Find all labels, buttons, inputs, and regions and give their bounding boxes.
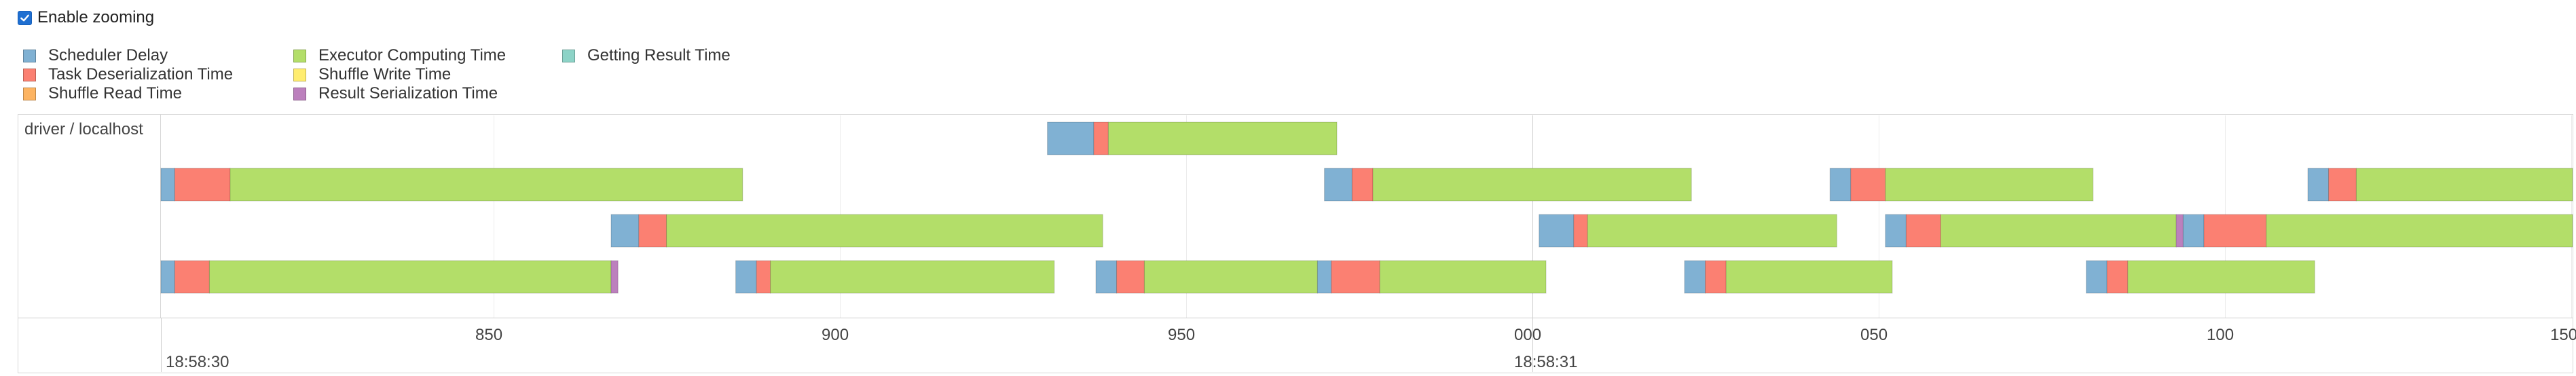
executor-computing-segment: [2266, 214, 2573, 248]
legend-label: Task Deserialization Time: [48, 65, 234, 83]
legend-item-shuffle-write-time: Shuffle Write Time: [293, 65, 451, 84]
timeline-group-label: driver / localhost: [24, 120, 143, 138]
legend-label: Shuffle Read Time: [48, 84, 183, 102]
task-bar[interactable]: [1095, 260, 1318, 294]
scheduler-delay-segment: [2086, 260, 2108, 294]
executor-computing-segment: [2127, 260, 2315, 294]
legend-item-getting-result-time: Getting Result Time: [562, 46, 731, 65]
scheduler-delay-segment: [1317, 260, 1332, 294]
legend-label: Shuffle Write Time: [318, 65, 452, 83]
legend-item-shuffle-read-time: Shuffle Read Time: [23, 84, 182, 103]
executor-computing-segment: [1587, 214, 1837, 248]
task-bar[interactable]: [735, 260, 1055, 294]
executor-computing-segment: [1940, 214, 2177, 248]
scheduler-delay-segment: [160, 260, 175, 294]
executor-computing-segment: [666, 214, 1103, 248]
axis-tick-label: 950: [1168, 326, 1196, 344]
executor-computing-segment: [208, 260, 612, 294]
task-bar[interactable]: [1047, 121, 1338, 155]
task-deserialization-segment: [174, 260, 210, 294]
task-bar[interactable]: [1885, 214, 2177, 248]
task-bar[interactable]: [1684, 260, 1893, 294]
legend-item-task-deserialization-time: Task Deserialization Time: [23, 65, 233, 84]
executor-computing-segment: [1885, 168, 2094, 202]
executor-computing-segment: [1372, 168, 1692, 202]
task-bar[interactable]: [2086, 260, 2315, 294]
task-deserialization-segment: [1351, 168, 1374, 202]
scheduler-delay-segment: [160, 168, 175, 202]
axis-time-label: 18:58:30: [166, 353, 229, 371]
task-deserialization-segment: [2203, 214, 2267, 248]
enable-zooming-toggle[interactable]: Enable zooming: [18, 8, 154, 27]
task-bar[interactable]: [1539, 214, 1837, 248]
checkmark-icon: [20, 14, 29, 21]
task-deserialization-segment: [756, 260, 771, 294]
axis-time-label: 18:58:31: [1514, 353, 1578, 371]
scheduler-delay-segment: [610, 214, 640, 248]
executor-computing-segment: [1107, 121, 1338, 155]
legend-label: Getting Result Time: [587, 46, 731, 64]
shuffle-read-swatch: [23, 87, 36, 100]
task-deserialization-segment: [1116, 260, 1145, 294]
result-serialization-segment: [610, 260, 619, 294]
task-deserialization-segment: [1573, 214, 1588, 248]
result-serialization-segment: [2175, 214, 2184, 248]
task-deserialization-segment: [2328, 168, 2357, 202]
task-bar[interactable]: [1829, 168, 2094, 202]
task-bar[interactable]: [160, 260, 619, 294]
legend-item-executor-computing-time: Executor Computing Time: [293, 46, 506, 65]
task-bar[interactable]: [2175, 214, 2573, 248]
scheduler-delay-swatch: [23, 49, 36, 62]
enable-zooming-label: Enable zooming: [37, 8, 155, 26]
task-deserialization-segment: [638, 214, 667, 248]
task-deserialization-segment: [1331, 260, 1380, 294]
shuffle-write-swatch: [293, 68, 306, 81]
scheduler-delay-segment: [1047, 121, 1094, 155]
axis-tick-label: 900: [822, 326, 849, 344]
scheduler-delay-segment: [2182, 214, 2205, 248]
task-deserialization-swatch: [23, 68, 36, 81]
scheduler-delay-segment: [1539, 214, 1575, 248]
getting-result-swatch: [562, 49, 575, 62]
enable-zooming-checkbox[interactable]: [18, 10, 32, 25]
task-deserialization-segment: [1093, 121, 1109, 155]
legend-label: Result Serialization Time: [318, 84, 498, 102]
task-bar[interactable]: [160, 168, 743, 202]
legend-item-scheduler-delay: Scheduler Delay: [23, 46, 168, 65]
legend-label: Executor Computing Time: [318, 46, 507, 64]
scheduler-delay-segment: [2307, 168, 2330, 202]
scheduler-delay-segment: [1324, 168, 1353, 202]
timeline-group-divider: [160, 115, 161, 318]
task-bar[interactable]: [610, 214, 1103, 248]
executor-computing-segment: [229, 168, 743, 202]
scheduler-delay-segment: [735, 260, 757, 294]
executor-computing-segment: [1143, 260, 1318, 294]
scheduler-delay-segment: [1684, 260, 1706, 294]
task-deserialization-segment: [2106, 260, 2129, 294]
axis-tick-label: 000: [1514, 326, 1542, 344]
executor-computing-segment: [1379, 260, 1547, 294]
axis-tick-label: 850: [475, 326, 503, 344]
axis-tick-label: 050: [1860, 326, 1888, 344]
legend-item-result-serialization-time: Result Serialization Time: [293, 84, 498, 103]
axis-tick-label: 150: [2550, 326, 2576, 344]
task-bar[interactable]: [1324, 168, 1692, 202]
scheduler-delay-segment: [1095, 260, 1118, 294]
task-deserialization-segment: [1905, 214, 1941, 248]
legend-label: Scheduler Delay: [48, 46, 168, 64]
task-bar[interactable]: [2307, 168, 2573, 202]
task-bar[interactable]: [1317, 260, 1547, 294]
result-serialization-swatch: [293, 87, 306, 100]
task-deserialization-segment: [174, 168, 231, 202]
scheduler-delay-segment: [1829, 168, 1852, 202]
executor-computing-swatch: [293, 49, 306, 62]
scheduler-delay-segment: [1885, 214, 1907, 248]
task-deserialization-segment: [1850, 168, 1886, 202]
task-deserialization-segment: [1705, 260, 1727, 294]
executor-computing-segment: [770, 260, 1055, 294]
executor-computing-segment: [1725, 260, 1893, 294]
executor-computing-segment: [2355, 168, 2573, 202]
axis-tick-label: 100: [2207, 326, 2234, 344]
